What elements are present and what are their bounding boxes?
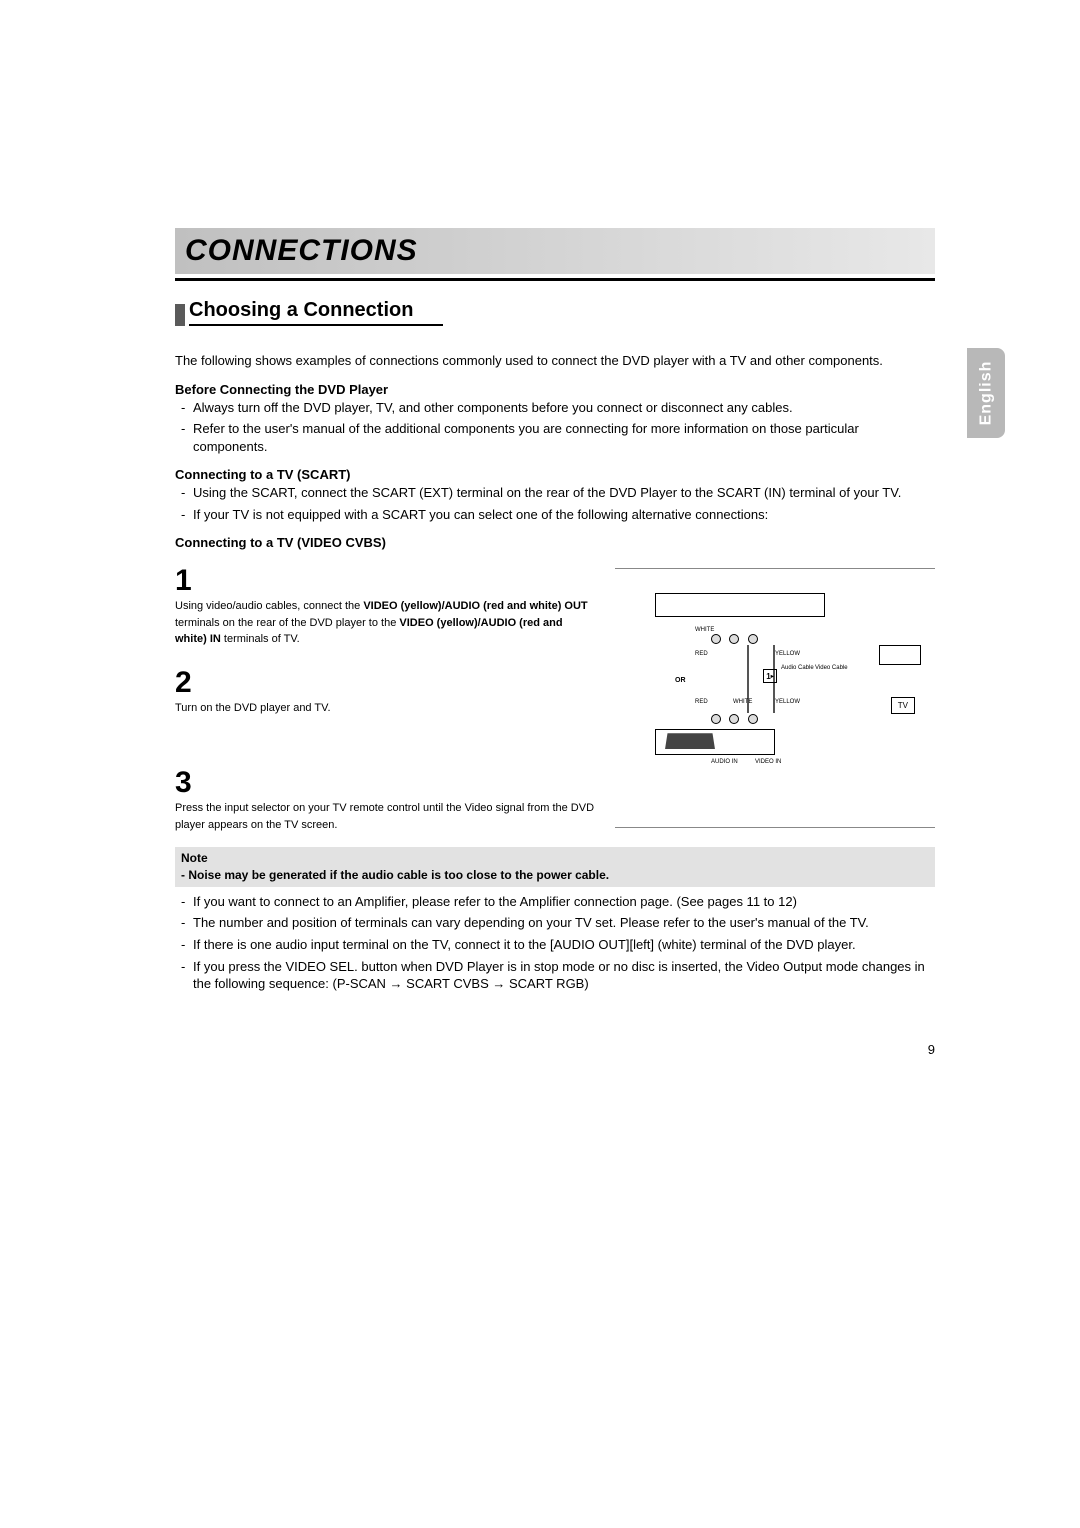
note-bar: Note - Noise may be generated if the aud… xyxy=(175,847,935,887)
label: Video Cable xyxy=(815,665,848,671)
scart-icon xyxy=(665,733,715,749)
label: Audio Cable xyxy=(781,665,814,671)
chapter-bar: CONNECTIONS xyxy=(175,228,935,274)
section-title: Choosing a Connection xyxy=(189,299,443,326)
list-item: If you press the VIDEO SEL. button when … xyxy=(175,958,935,993)
jack-row xyxy=(711,711,762,729)
after-list: If you want to connect to an Amplifier, … xyxy=(175,893,935,993)
note-bold: - Noise may be generated if the audio ca… xyxy=(181,868,609,882)
page-content: CONNECTIONS Choosing a Connection Englis… xyxy=(175,228,935,997)
dvd-rear-icon xyxy=(655,593,825,617)
list-item: If your TV is not equipped with a SCART … xyxy=(175,506,935,524)
step-number: 3 xyxy=(175,766,595,800)
tv-label: TV xyxy=(891,697,915,714)
label: RED xyxy=(695,699,708,705)
rule xyxy=(175,278,935,281)
label: WHITE xyxy=(733,699,752,705)
scart-in-icon xyxy=(879,645,921,665)
step-marker: 1▸ xyxy=(763,669,777,683)
t: terminals of TV. xyxy=(221,633,300,645)
or-label: OR xyxy=(675,677,686,684)
label: YELLOW xyxy=(775,699,800,705)
language-tab: English xyxy=(967,348,1005,438)
jack-icon xyxy=(729,634,739,644)
label: WHITE xyxy=(695,627,714,633)
step-body: Press the input selector on your TV remo… xyxy=(175,800,595,833)
label: YELLOW xyxy=(775,651,800,657)
t: terminals on the rear of the DVD player … xyxy=(175,617,399,629)
jack-icon xyxy=(748,634,758,644)
list-item: If you want to connect to an Amplifier, … xyxy=(175,893,935,911)
list-item: If there is one audio input terminal on … xyxy=(175,936,935,954)
language-label: English xyxy=(977,361,995,426)
section-row: Choosing a Connection xyxy=(175,299,935,326)
list-item: Refer to the user's manual of the additi… xyxy=(175,420,935,455)
label: VIDEO IN xyxy=(755,759,781,765)
note-label: Note xyxy=(181,850,929,867)
t: VIDEO (yellow)/AUDIO (red and white) OUT xyxy=(363,600,587,612)
scart-heading: Connecting to a TV (SCART) xyxy=(175,467,935,482)
before-heading: Before Connecting the DVD Player xyxy=(175,382,935,397)
step-body: Turn on the DVD player and TV. xyxy=(175,700,595,717)
label: RED xyxy=(695,651,708,657)
chapter-title: CONNECTIONS xyxy=(185,234,925,268)
section-marker xyxy=(175,304,185,326)
step-number: 2 xyxy=(175,666,595,700)
connection-diagram: WHITE RED YELLOW 1▸ Audio Cable Video Ca… xyxy=(615,568,935,828)
jack-icon xyxy=(729,714,739,724)
list-item: Using the SCART, connect the SCART (EXT)… xyxy=(175,484,935,502)
jack-row xyxy=(711,631,762,649)
jack-icon xyxy=(748,714,758,724)
jack-icon xyxy=(711,634,721,644)
list-item: The number and position of terminals can… xyxy=(175,914,935,932)
steps-column: 1 Using video/audio cables, connect the … xyxy=(175,556,595,833)
steps-wrap: 1 Using video/audio cables, connect the … xyxy=(175,556,935,833)
jack-icon xyxy=(711,714,721,724)
scart-list: Using the SCART, connect the SCART (EXT)… xyxy=(175,484,935,523)
step-number: 1 xyxy=(175,564,595,598)
page-number: 9 xyxy=(928,1042,935,1057)
intro-text: The following shows examples of connecti… xyxy=(175,352,935,370)
label: AUDIO IN xyxy=(711,759,738,765)
t: Using video/audio cables, connect the xyxy=(175,600,363,612)
cvbs-heading: Connecting to a TV (VIDEO CVBS) xyxy=(175,535,935,550)
list-item: Always turn off the DVD player, TV, and … xyxy=(175,399,935,417)
before-list: Always turn off the DVD player, TV, and … xyxy=(175,399,935,456)
step-body: Using video/audio cables, connect the VI… xyxy=(175,598,595,648)
